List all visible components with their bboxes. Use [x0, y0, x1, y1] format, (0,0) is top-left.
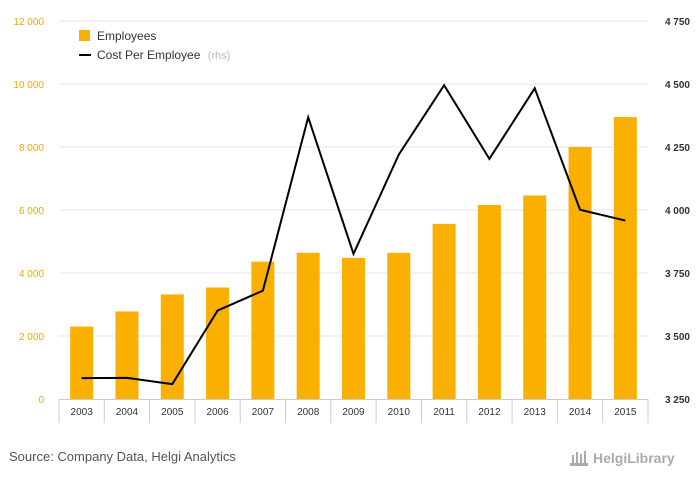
- bar-employees: [115, 311, 139, 399]
- legend-label-employees: Employees: [97, 29, 156, 43]
- helgi-library-logo: HelgiLibrary: [569, 449, 675, 467]
- bar-employees: [613, 117, 637, 399]
- source-note: Source: Company Data, Helgi Analytics: [9, 449, 236, 464]
- bar-employees: [523, 195, 547, 399]
- x-tick-label: 2005: [161, 407, 184, 418]
- right-tick-label: 3 500: [665, 332, 690, 343]
- bar-employees: [387, 252, 411, 399]
- x-tick-label: 2009: [342, 407, 365, 418]
- left-axis-ticks: 0 2 000 4 000 6 000 8 000 10 000 12 000: [13, 17, 44, 406]
- legend-label-cost-per-employee: Cost Per Employee (rhs): [97, 48, 230, 62]
- x-tick-label: 2014: [569, 407, 592, 418]
- right-tick-label: 3 750: [665, 269, 690, 280]
- legend-label-cost-text: Cost Per Employee: [97, 48, 201, 62]
- bar-employees: [432, 223, 456, 399]
- library-building-icon: [570, 451, 588, 466]
- bar-employees: [568, 147, 592, 399]
- right-tick-label: 4 500: [665, 80, 690, 91]
- x-tick-label: 2011: [433, 407, 455, 418]
- x-tick-label: 2010: [388, 407, 411, 418]
- gridlines: [59, 20, 648, 337]
- x-tick-label: 2013: [524, 407, 547, 418]
- left-tick-label: 4 000: [19, 269, 44, 280]
- left-tick-label: 0: [38, 395, 44, 406]
- right-tick-label: 4 000: [665, 206, 690, 217]
- legend-label-rhs-note: (rhs): [208, 50, 231, 62]
- right-tick-label: 4 750: [665, 17, 690, 28]
- left-tick-label: 12 000: [13, 17, 44, 28]
- bar-employees: [206, 287, 230, 399]
- bar-employees: [70, 326, 94, 399]
- bar-employees: [477, 204, 501, 399]
- bar-employees: [160, 294, 184, 399]
- x-tick-label: 2007: [252, 407, 275, 418]
- x-tick-label: 2003: [71, 407, 94, 418]
- bar-employees: [342, 257, 365, 399]
- x-tick-label: 2012: [478, 407, 501, 418]
- x-tick-label: 2004: [116, 407, 139, 418]
- x-tick-label: 2006: [206, 407, 229, 418]
- left-tick-label: 6 000: [19, 206, 44, 217]
- bar-employees: [296, 252, 320, 399]
- right-axis-ticks: 3 250 3 500 3 750 4 000 4 250 4 500 4 750: [665, 17, 690, 406]
- left-tick-label: 10 000: [13, 80, 44, 91]
- bar-employees: [251, 261, 275, 399]
- x-axis: 2003 2004 2005 2006 2007 2008 2009 2010 2011 2012…: [58, 399, 649, 423]
- right-tick-label: 4 250: [665, 143, 690, 154]
- legend: Employees Cost Per Employee (rhs): [79, 29, 230, 62]
- right-tick-label: 3 250: [665, 395, 690, 406]
- left-tick-label: 2 000: [19, 332, 44, 343]
- employees-bars: [70, 117, 637, 399]
- cost-per-employee-line: [81, 83, 626, 386]
- x-tick-label: 2008: [297, 407, 320, 418]
- legend-swatch-employees: [79, 30, 90, 41]
- logo-text: HelgiLibrary: [593, 450, 675, 466]
- left-tick-label: 8 000: [19, 143, 44, 154]
- x-tick-label: 2015: [614, 407, 637, 418]
- line-cost-per-employee: [81, 83, 626, 386]
